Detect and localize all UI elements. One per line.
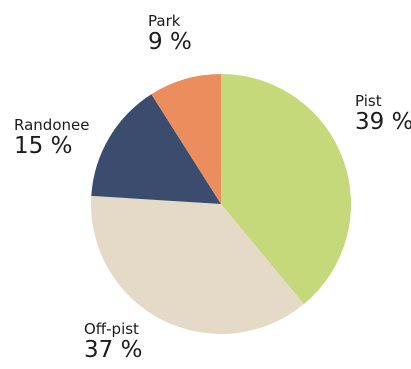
slice-category-park: Park [148,12,181,30]
slice-label-randonee: Randonee 15 % [14,118,89,158]
slice-value-off-pist: 37 % [84,337,143,363]
slice-value-pist: 39 % [355,109,411,135]
slice-value-park: 9 % [148,29,192,55]
pie-slice-off-pist [91,195,304,335]
pie-slice-park [151,74,221,204]
slice-label-pist: Pist 39 % [355,94,411,134]
slice-category-off-pist: Off-pist [84,320,139,338]
slice-label-off-pist: Off-pist 37 % [84,322,142,362]
slice-label-park: Park 9 % [148,14,192,54]
slice-category-randonee: Randonee [14,116,90,134]
pie-slice-randonee [91,94,221,204]
slice-category-pist: Pist [355,92,382,110]
pie-slice-pist [221,74,352,305]
slice-value-randonee: 15 % [14,133,73,159]
pie-slices [91,74,352,335]
